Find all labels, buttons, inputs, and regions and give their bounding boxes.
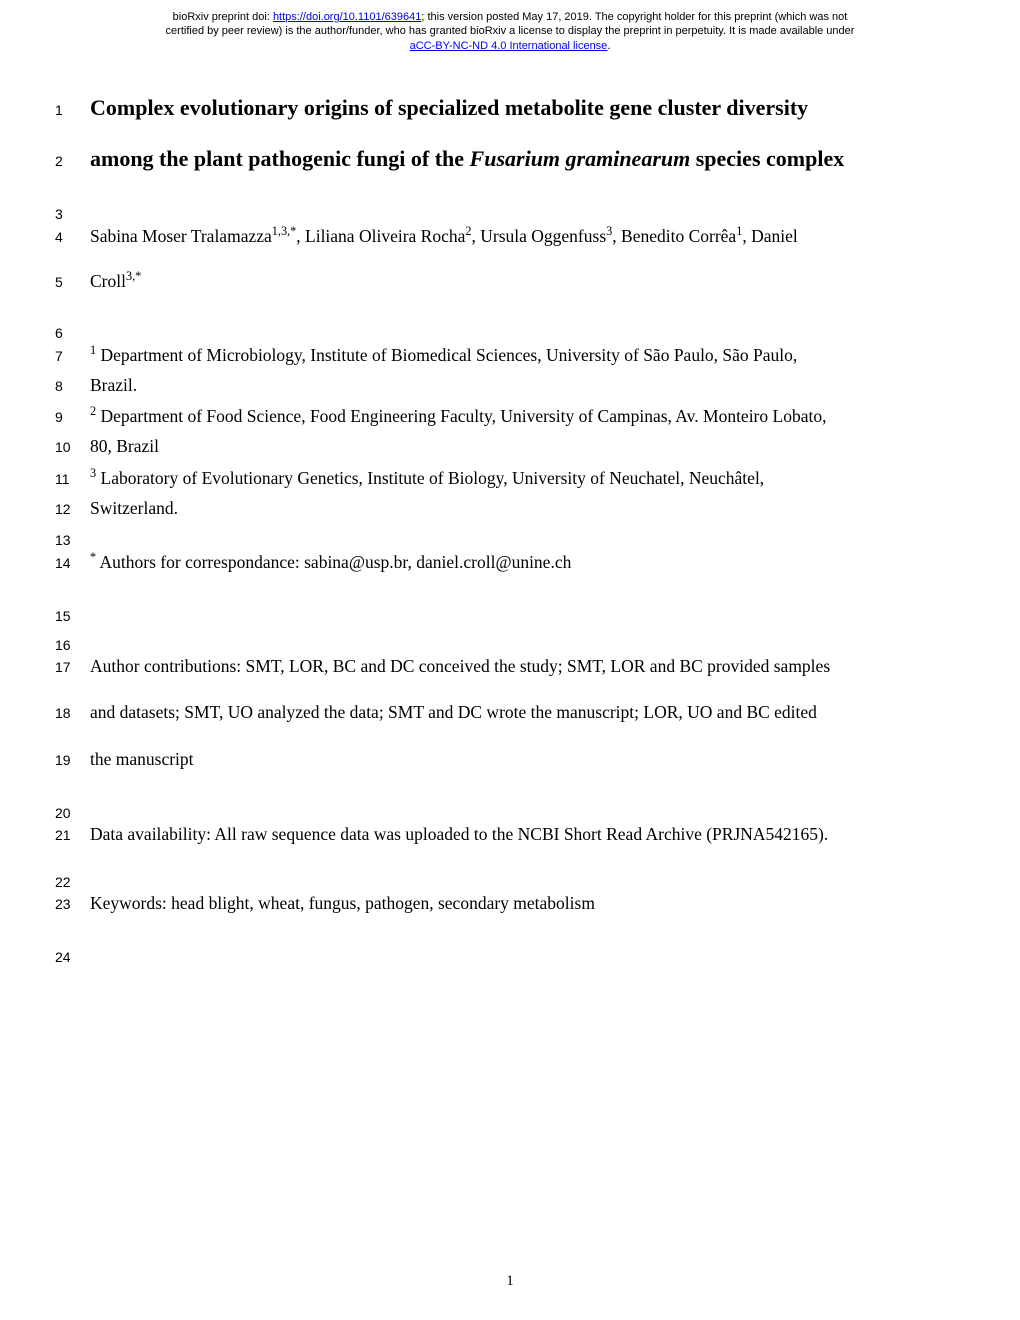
- empty-line-20: 20: [55, 792, 930, 821]
- line-number: 17: [55, 659, 90, 675]
- author-5: , Daniel: [742, 226, 797, 246]
- line-number: 18: [55, 705, 90, 721]
- affil-2-text: 2 Department of Food Science, Food Engin…: [90, 402, 930, 429]
- line-number: 10: [55, 439, 90, 455]
- line-number: 12: [55, 501, 90, 517]
- author-2: , Liliana Oliveira Rocha: [296, 226, 465, 246]
- correspondence-line: 14 * Authors for correspondance: sabina@…: [55, 548, 930, 575]
- empty-line-24: 24: [55, 936, 930, 965]
- header-line2: certified by peer review) is the author/…: [166, 25, 855, 37]
- line-number: 6: [55, 325, 90, 341]
- title-italic: Fusarium graminearum: [470, 146, 691, 171]
- author-sup-1: 1,3,*: [272, 224, 297, 238]
- line-number: 24: [55, 949, 90, 965]
- doi-link[interactable]: https://doi.org/10.1101/639641: [273, 11, 421, 23]
- affil-1-text: 1 Department of Microbiology, Institute …: [90, 341, 930, 368]
- empty-line-16: 16: [55, 624, 930, 653]
- empty-text: [90, 312, 930, 338]
- license-link[interactable]: aCC-BY-NC-ND 4.0 International license: [410, 40, 608, 52]
- keywords-text: Keywords: head blight, wheat, fungus, pa…: [90, 890, 930, 916]
- contrib-text-1: Author contributions: SMT, LOR, BC and D…: [90, 653, 930, 679]
- affil-3-content: Laboratory of Evolutionary Genetics, Ins…: [96, 468, 764, 488]
- keywords-line: 23 Keywords: head blight, wheat, fungus,…: [55, 890, 930, 916]
- affil-2-content: Department of Food Science, Food Enginee…: [96, 406, 826, 426]
- title-text-1: Complex evolutionary origins of speciali…: [90, 91, 930, 124]
- empty-text: [90, 624, 930, 650]
- license-suffix: .: [607, 40, 610, 52]
- affil-1-line2: Brazil.: [90, 372, 930, 398]
- line-number: 11: [55, 471, 90, 487]
- line-number: 4: [55, 229, 90, 245]
- title-line-1: 1 Complex evolutionary origins of specia…: [55, 91, 930, 124]
- empty-line-22: 22: [55, 867, 930, 890]
- empty-line-15: 15: [55, 595, 930, 624]
- author-1: Sabina Moser Tralamazza: [90, 226, 272, 246]
- line-number: 7: [55, 348, 90, 364]
- empty-line-13: 13: [55, 525, 930, 548]
- authors-text-1: Sabina Moser Tralamazza1,3,*, Liliana Ol…: [90, 222, 930, 249]
- empty-text: [90, 936, 930, 962]
- contributions-line-3: 19 the manuscript: [55, 746, 930, 772]
- contrib-text-3: the manuscript: [90, 746, 930, 772]
- page-number: 1: [0, 1273, 1020, 1290]
- affiliation-3-line1: 11 3 Laboratory of Evolutionary Genetics…: [55, 464, 930, 491]
- data-availability-line: 21 Data availability: All raw sequence d…: [55, 821, 930, 847]
- line-number: 14: [55, 555, 90, 571]
- authors-line-1: 4 Sabina Moser Tralamazza1,3,*, Liliana …: [55, 222, 930, 249]
- correspondence-text: * Authors for correspondance: sabina@usp…: [90, 548, 930, 575]
- line-number: 22: [55, 874, 90, 890]
- empty-text: [90, 193, 930, 219]
- contributions-line-1: 17 Author contributions: SMT, LOR, BC an…: [55, 653, 930, 679]
- line-number: 8: [55, 378, 90, 394]
- line-number: 3: [55, 206, 90, 222]
- contrib-text-2: and datasets; SMT, UO analyzed the data;…: [90, 699, 930, 725]
- line-number: 19: [55, 752, 90, 768]
- line-number: 23: [55, 896, 90, 912]
- affil-2-line2: 80, Brazil: [90, 433, 930, 459]
- author-4: , Benedito Corrêa: [612, 226, 736, 246]
- author-sup-5: 3,*: [126, 269, 141, 283]
- affiliation-1-line1: 7 1 Department of Microbiology, Institut…: [55, 341, 930, 368]
- title-part-a: among the plant pathogenic fungi of the: [90, 146, 470, 171]
- author-3: , Ursula Oggenfuss: [472, 226, 607, 246]
- affil-3-text: 3 Laboratory of Evolutionary Genetics, I…: [90, 464, 930, 491]
- header-suffix1: ; this version posted May 17, 2019. The …: [421, 11, 847, 23]
- empty-line-6: 6: [55, 312, 930, 341]
- title-text-2: among the plant pathogenic fungi of the …: [90, 142, 930, 175]
- author-5b: Croll: [90, 271, 126, 291]
- empty-line-3: 3: [55, 193, 930, 222]
- correspondence-content: Authors for correspondance: sabina@usp.b…: [96, 552, 571, 572]
- affil-3-line2: Switzerland.: [90, 495, 930, 521]
- empty-text: [90, 792, 930, 818]
- empty-text: [90, 867, 930, 887]
- line-number: 9: [55, 409, 90, 425]
- affiliation-2-line2: 10 80, Brazil: [55, 433, 930, 459]
- line-number: 13: [55, 532, 90, 548]
- empty-text: [90, 525, 930, 545]
- line-number: 21: [55, 827, 90, 843]
- affil-1-content: Department of Microbiology, Institute of…: [96, 345, 797, 365]
- line-number: 1: [55, 102, 90, 118]
- line-number: 5: [55, 274, 90, 290]
- authors-text-2: Croll3,*: [90, 267, 930, 294]
- header-prefix: bioRxiv preprint doi:: [173, 11, 273, 23]
- empty-text: [90, 595, 930, 621]
- line-number: 16: [55, 637, 90, 653]
- line-number: 20: [55, 805, 90, 821]
- contributions-line-2: 18 and datasets; SMT, UO analyzed the da…: [55, 699, 930, 725]
- data-availability-text: Data availability: All raw sequence data…: [90, 821, 930, 847]
- line-number: 15: [55, 608, 90, 624]
- preprint-header: bioRxiv preprint doi: https://doi.org/10…: [0, 0, 1020, 61]
- title-line-2: 2 among the plant pathogenic fungi of th…: [55, 142, 930, 175]
- authors-line-2: 5 Croll3,*: [55, 267, 930, 294]
- line-number: 2: [55, 153, 90, 169]
- title-part-b: species complex: [690, 146, 844, 171]
- affiliation-2-line1: 9 2 Department of Food Science, Food Eng…: [55, 402, 930, 429]
- affiliation-3-line2: 12 Switzerland.: [55, 495, 930, 521]
- affiliation-1-line2: 8 Brazil.: [55, 372, 930, 398]
- page-content: 1 Complex evolutionary origins of specia…: [0, 61, 1020, 965]
